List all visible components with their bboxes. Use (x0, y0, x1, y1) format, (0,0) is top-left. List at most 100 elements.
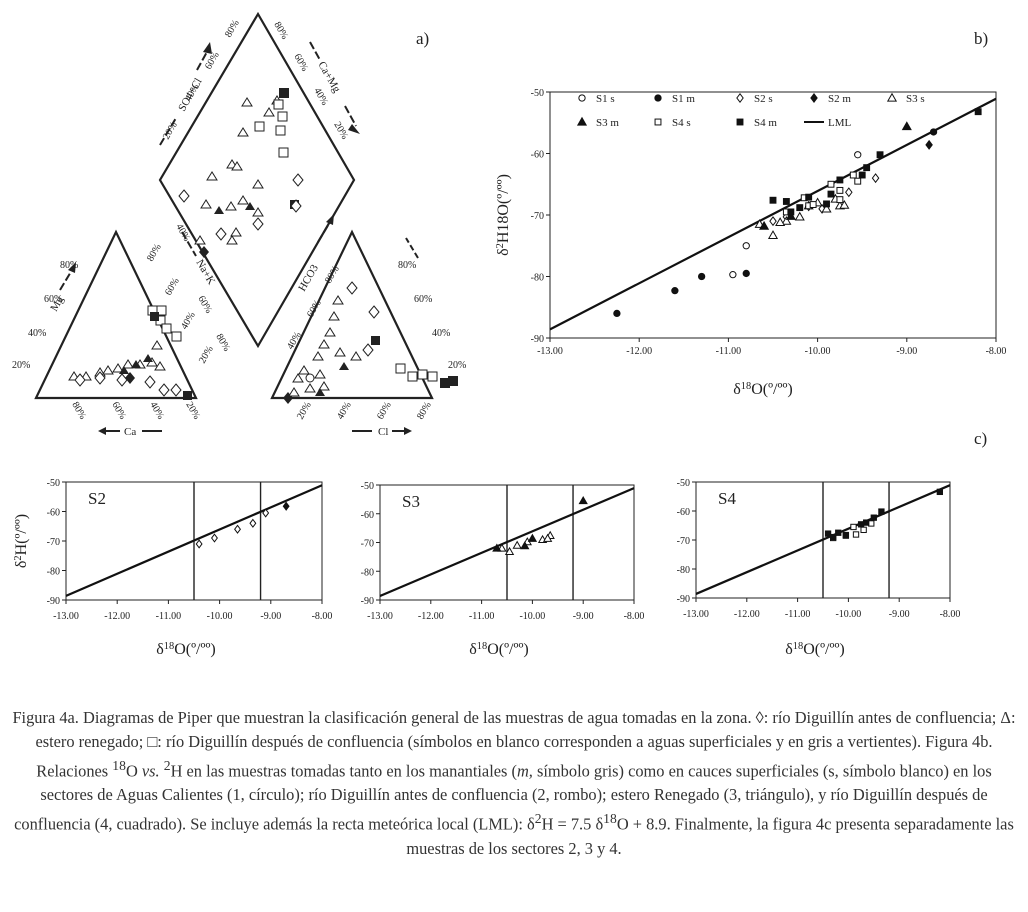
point-square-filled (876, 151, 884, 159)
x-tick-label: -13.00 (367, 611, 393, 622)
cl-arrow-head (404, 427, 412, 435)
y-tick-label: -70 (361, 539, 374, 550)
piper-sample-diamond (290, 199, 302, 213)
piper-sample-triangle-filled (143, 354, 153, 362)
x-axis-label: δ18O(º/ºº) (469, 641, 528, 659)
piper-sample-diamond (346, 281, 358, 295)
piper-sample-triangle (237, 127, 249, 137)
piper-sample-triangle (194, 235, 206, 245)
point-square-open (849, 171, 857, 179)
piper-sample-triangle (334, 347, 346, 357)
point-diamond-filled (282, 501, 290, 511)
point-triangle-filled (520, 541, 530, 550)
y-tick-label: -70 (531, 211, 544, 222)
mg-arrow-head (68, 262, 76, 273)
x-tick-label: -12.00 (734, 609, 760, 620)
piper-sample-square (417, 369, 428, 380)
cl-tick-60: 60% (375, 400, 394, 421)
piper-sample-square (427, 371, 438, 382)
piper-sample-triangle (318, 381, 330, 391)
point-diamond-open (249, 518, 257, 528)
point-diamond-open (195, 539, 203, 549)
point-square-open (850, 523, 857, 531)
x-tick-label: -11.00 (156, 611, 181, 622)
anion-right-tick-60: 60% (414, 294, 432, 305)
x-tick-label: -9.00 (896, 346, 917, 357)
piper-sample-triangle-filled (119, 366, 129, 374)
piper-sample-diamond-filled (199, 246, 209, 258)
y-tick-label: -90 (47, 596, 60, 607)
hco3-tick-80: 80% (323, 264, 342, 285)
piper-sample-diamond (74, 373, 86, 387)
anion-right-tick-20: 20% (448, 360, 466, 371)
caption-part: H en las muestras tomadas tanto en los m… (170, 761, 517, 781)
point-circle-filled (613, 309, 621, 318)
point-diamond-open (262, 508, 270, 518)
y-tick-label: -80 (47, 567, 60, 578)
lml-line (549, 97, 997, 331)
y-tick-label: -70 (47, 537, 60, 548)
y-tick-label: -50 (531, 88, 544, 99)
caption-italic: vs. (141, 761, 160, 781)
point-circle-filled (697, 272, 706, 281)
point-square-filled (736, 118, 744, 126)
piper-sample-triangle (328, 311, 340, 321)
point-square-filled (782, 198, 790, 205)
point-square-filled (787, 208, 795, 216)
point-square-open (836, 186, 844, 194)
x-tick-label: -10.00 (207, 611, 233, 622)
point-circle-open (578, 94, 586, 102)
piper-sample-triangle (206, 171, 218, 181)
caption-part: O + 8.9. Finalmente, la figura 4c presen… (406, 814, 1014, 858)
point-square-filled (863, 519, 870, 526)
x-tick-label: -12.00 (626, 346, 652, 357)
point-square-filled (824, 530, 832, 537)
piper-sample-triangle (252, 207, 264, 217)
x-tick-label: -10.00 (805, 346, 831, 357)
x-tick-label: -13.00 (537, 346, 563, 357)
point-triangle-filled (901, 121, 912, 131)
chart-title: S2 (88, 489, 106, 508)
y-tick-label: -60 (531, 150, 544, 161)
y-axis-label: δ2H(º/ºº) (13, 514, 31, 568)
legend-label: LML (828, 117, 852, 129)
cl-tick-20: 20% (295, 400, 314, 421)
point-triangle-filled (527, 533, 538, 542)
y-tick-label: -50 (677, 478, 690, 489)
caption-sup: 2 (534, 811, 542, 827)
caption-part: O (125, 761, 142, 781)
point-triangle-open (767, 230, 779, 239)
piper-sample-diamond (144, 375, 156, 389)
piper-sample-square-filled (279, 88, 289, 98)
diamond-left-tick-80: 80% (223, 18, 242, 39)
ca-tick-40: 40% (147, 400, 166, 421)
piper-sample-square (156, 305, 167, 316)
piper-sample-triangle (231, 161, 243, 171)
piper-sample-diamond (94, 371, 106, 385)
x-axis-label: δ18O(º/ºº) (733, 381, 792, 399)
y-tick-label: -60 (677, 507, 690, 518)
point-triangle-open (839, 199, 850, 209)
y-tick-label: -70 (677, 536, 690, 547)
cation-triangle (34, 229, 198, 400)
point-square-open (868, 520, 875, 527)
point-square-open (827, 180, 835, 188)
piper-sample-triangle-filled (245, 202, 255, 210)
x-tick-label: -13.00 (683, 609, 709, 620)
mg-tick-40: 40% (28, 328, 46, 339)
piper-sample-triangle (225, 201, 237, 211)
diamond-right-tick-40: 40% (311, 86, 330, 107)
point-square-open (852, 531, 860, 538)
point-circle-open (729, 271, 737, 279)
point-triangle-filled (576, 116, 588, 126)
camg-arrow-line (309, 41, 321, 61)
so4cl-arrow-line (159, 117, 177, 146)
piper-sample-square (277, 111, 288, 122)
hco3-label: HCO3 (296, 262, 321, 293)
cl-label: Cl (378, 426, 388, 438)
point-triangle-open (794, 211, 805, 221)
x-tick-label: -10.00 (519, 611, 545, 622)
piper-sample-triangle (241, 97, 253, 107)
piper-sample-triangle-filled (339, 362, 349, 370)
point-diamond-filled (810, 92, 818, 104)
